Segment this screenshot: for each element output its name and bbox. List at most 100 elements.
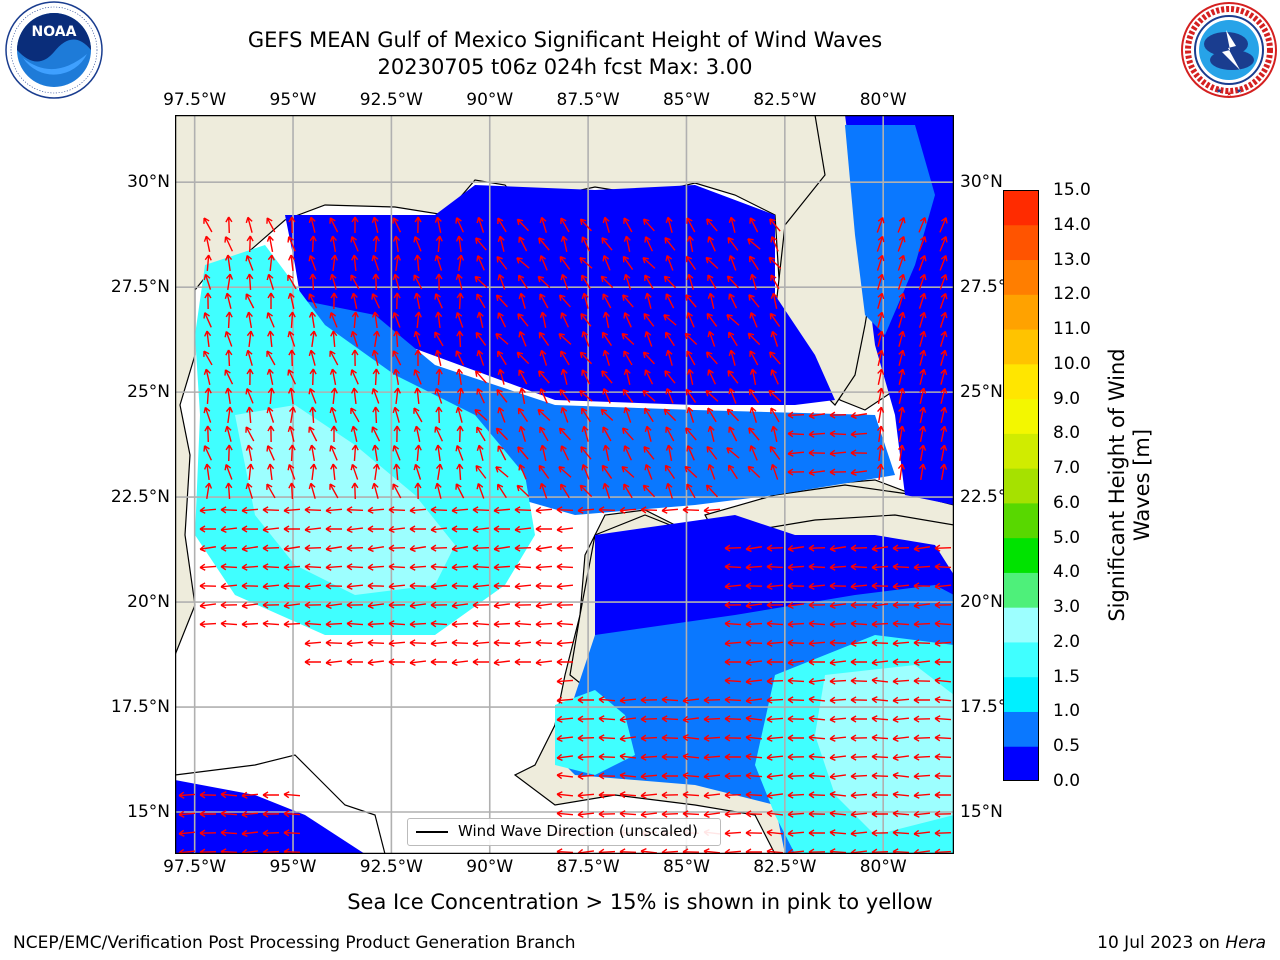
wave-direction-arrow [682, 753, 700, 761]
wave-direction-arrow [664, 237, 676, 251]
wave-direction-arrow [435, 273, 443, 291]
wave-direction-arrow [745, 810, 763, 818]
wave-direction-arrow [560, 312, 570, 328]
wave-direction-arrow [535, 639, 553, 647]
wave-direction-arrow [245, 311, 253, 329]
wave-direction-arrow [682, 772, 700, 780]
wave-direction-arrow [787, 449, 805, 457]
wave-direction-arrow [224, 463, 233, 480]
wave-direction-arrow [913, 601, 931, 610]
wave-direction-arrow [913, 582, 931, 590]
wave-direction-arrow [661, 715, 679, 723]
wave-direction-arrow [496, 255, 508, 270]
wave-direction-arrow [745, 658, 763, 666]
wave-direction-arrow [517, 407, 529, 423]
lon-tick-label-bottom: 92.5°W [359, 857, 423, 877]
wave-direction-arrow [246, 273, 254, 291]
wave-direction-arrow [539, 255, 548, 271]
colorbar-tick-label: 11.0 [1053, 319, 1091, 340]
wave-direction-arrow [877, 330, 885, 347]
wave-direction-arrow [619, 791, 637, 799]
wave-direction-arrow [581, 274, 591, 290]
wave-direction-arrow [707, 369, 717, 385]
wave-direction-arrow [598, 696, 616, 704]
wave-direction-arrow [661, 696, 679, 704]
wave-direction-arrow [850, 658, 867, 666]
wave-direction-arrow [787, 677, 805, 685]
wave-direction-arrow [350, 292, 358, 309]
wave-direction-arrow [892, 563, 910, 571]
wave-direction-arrow [535, 582, 553, 590]
wave-direction-arrow [724, 753, 741, 761]
wave-direction-arrow [456, 330, 464, 348]
wave-direction-arrow [287, 463, 296, 480]
lat-tick-label-left: 25°N [127, 382, 170, 403]
wave-direction-arrow [682, 715, 700, 724]
wave-direction-arrow [472, 525, 490, 533]
wave-direction-arrow [724, 658, 741, 666]
wave-direction-arrow [388, 563, 406, 571]
wave-direction-arrow [745, 639, 763, 647]
wave-direction-arrow [643, 446, 655, 460]
wave-direction-arrow [455, 483, 465, 499]
wave-direction-arrow [329, 445, 338, 461]
wave-direction-arrow [829, 734, 847, 742]
wave-direction-arrow [644, 369, 654, 385]
wave-direction-arrow [623, 273, 632, 290]
wave-direction-arrow [225, 311, 233, 329]
wave-direction-arrow [245, 254, 254, 271]
wave-direction-arrow [556, 601, 574, 609]
wave-direction-arrow [745, 582, 763, 590]
wave-direction-arrow [766, 658, 783, 666]
wave-direction-arrow [598, 772, 616, 780]
wave-direction-arrow [581, 236, 591, 252]
wave-direction-arrow [538, 331, 550, 346]
wave-direction-arrow [898, 387, 906, 404]
wave-direction-arrow [288, 254, 296, 272]
wave-direction-arrow [787, 734, 804, 742]
wave-direction-arrow [413, 463, 422, 480]
wave-direction-arrow [871, 696, 889, 704]
wave-direction-arrow [703, 791, 721, 799]
wave-direction-arrow [850, 772, 868, 780]
wave-direction-arrow [892, 639, 910, 647]
wave-direction-arrow [330, 330, 338, 348]
wave-direction-vectors [178, 216, 952, 854]
wave-direction-arrow [808, 810, 826, 818]
wave-direction-arrow [934, 563, 952, 571]
wave-direction-arrow [409, 639, 427, 647]
wave-direction-arrow [330, 387, 338, 405]
wave-direction-arrow [622, 255, 634, 270]
wave-direction-arrow [850, 753, 868, 761]
wave-direction-arrow [556, 658, 573, 666]
wave-direction-arrow [309, 463, 317, 481]
nws-logo: ★ ★ ★ [1181, 2, 1277, 98]
wave-direction-arrow [766, 563, 784, 571]
wave-direction-arrow [346, 506, 364, 514]
wave-direction-arrow [829, 544, 847, 553]
wave-direction-arrow [495, 427, 509, 441]
wave-direction-arrow [703, 810, 721, 819]
wave-direction-arrow [876, 444, 885, 462]
wave-direction-arrow [220, 791, 238, 799]
wave-direction-arrow [434, 444, 443, 462]
wave-direction-arrow [898, 425, 906, 443]
wave-direction-arrow [409, 525, 426, 533]
wave-direction-arrow [850, 601, 868, 609]
wave-direction-arrow [850, 810, 868, 818]
wave-direction-arrow [892, 734, 910, 742]
wave-direction-arrow [283, 620, 301, 628]
wave-direction-arrow [430, 639, 448, 647]
wave-direction-arrow [518, 331, 527, 347]
wave-direction-arrow [934, 620, 952, 628]
wave-direction-arrow [560, 483, 570, 499]
wave-direction-arrow [892, 677, 910, 685]
wave-direction-arrow [749, 406, 758, 423]
wave-direction-arrow [665, 293, 675, 309]
wave-direction-arrow [367, 525, 384, 533]
wave-direction-arrow [514, 506, 532, 514]
wave-direction-arrow [497, 312, 507, 328]
wave-direction-arrow [204, 292, 212, 310]
wave-direction-arrow [808, 620, 826, 628]
wave-direction-arrow [367, 506, 385, 514]
